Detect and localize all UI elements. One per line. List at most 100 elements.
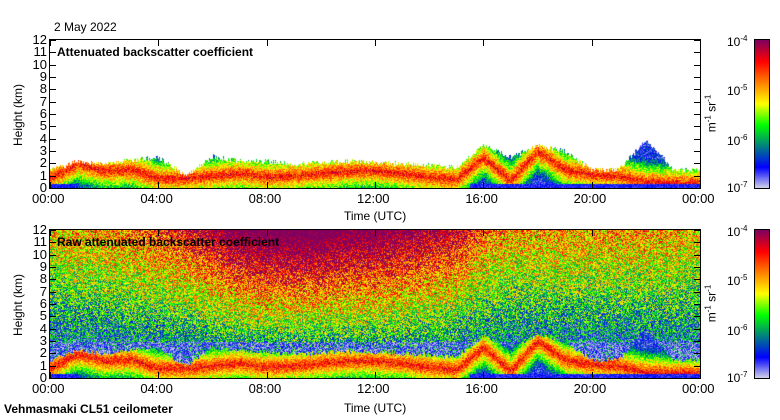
backscatter-heatmap-bottom bbox=[50, 230, 700, 378]
y-tick bbox=[50, 304, 56, 305]
y-tick-label: 5 bbox=[39, 118, 47, 134]
x-tick bbox=[591, 40, 593, 46]
x-axis-label-top: Time (UTC) bbox=[344, 209, 407, 223]
y-tick-label: 3 bbox=[39, 143, 47, 158]
y-tick bbox=[694, 230, 700, 231]
colorbar-tick-label: 10-7 bbox=[727, 180, 748, 195]
x-tick bbox=[266, 230, 268, 236]
colorbar-tick-label: 10-5 bbox=[727, 83, 748, 99]
y-tick bbox=[694, 89, 700, 91]
y-tick bbox=[50, 254, 56, 256]
x-tick-label: 00:00 bbox=[682, 381, 715, 396]
x-tick bbox=[266, 182, 268, 188]
y-tick-label: 9 bbox=[39, 259, 47, 274]
panel-title-bottom: Raw attenuated backscatter coefficient bbox=[57, 235, 280, 249]
instrument-label: Vehmasmaki CL51 ceilometer bbox=[4, 402, 173, 416]
y-tick-label: 4 bbox=[39, 130, 47, 146]
y-tick bbox=[694, 40, 700, 41]
y-tick bbox=[694, 138, 700, 140]
x-tick-label: 00:00 bbox=[32, 381, 65, 396]
y-tick-label: 12 bbox=[32, 32, 47, 47]
y-tick bbox=[694, 163, 700, 165]
y-tick bbox=[50, 188, 56, 189]
y-tick bbox=[694, 126, 700, 128]
y-tick-label: 3 bbox=[39, 333, 47, 348]
y-tick bbox=[50, 163, 56, 165]
x-tick bbox=[50, 372, 51, 378]
x-tick-label: 20:00 bbox=[573, 381, 607, 396]
x-tick-label: 20:00 bbox=[573, 191, 607, 206]
y-tick bbox=[694, 304, 700, 305]
x-tick bbox=[483, 182, 485, 188]
y-tick bbox=[50, 378, 56, 379]
y-tick-label: 11 bbox=[33, 44, 48, 60]
y-axis-label-bottom: Height (km) bbox=[11, 273, 26, 337]
x-tick-label: 16:00 bbox=[465, 381, 498, 396]
x-tick bbox=[375, 182, 376, 188]
x-tick bbox=[266, 40, 268, 46]
x-tick-label: 12:00 bbox=[357, 381, 390, 396]
y-tick bbox=[694, 64, 700, 66]
y-tick-label: 8 bbox=[39, 271, 47, 287]
y-tick bbox=[694, 365, 700, 367]
y-tick-label: 12 bbox=[32, 222, 47, 237]
date-label: 2 May 2022 bbox=[54, 20, 117, 34]
y-tick bbox=[694, 77, 700, 78]
y-tick bbox=[694, 328, 700, 330]
x-tick bbox=[483, 40, 485, 46]
y-tick bbox=[694, 175, 700, 177]
x-tick-label: 16:00 bbox=[465, 191, 498, 206]
y-tick bbox=[694, 242, 700, 244]
y-tick-label: 2 bbox=[39, 345, 47, 361]
colorbar-label: m-1 sr-1 bbox=[703, 94, 719, 133]
y-tick bbox=[50, 101, 56, 103]
x-tick-label: 08:00 bbox=[248, 381, 282, 396]
y-tick bbox=[50, 267, 56, 268]
y-tick bbox=[694, 353, 700, 355]
x-tick bbox=[700, 182, 701, 188]
y-tick bbox=[694, 378, 700, 379]
y-tick bbox=[50, 77, 56, 78]
y-tick-label: 11 bbox=[33, 234, 48, 250]
y-tick bbox=[50, 64, 56, 66]
x-tick bbox=[700, 372, 701, 378]
y-tick-label: 9 bbox=[39, 69, 47, 84]
y-tick-label: 8 bbox=[39, 81, 47, 97]
x-tick bbox=[158, 40, 160, 46]
y-tick-label: 10 bbox=[32, 56, 47, 72]
y-tick bbox=[694, 291, 700, 293]
y-tick-label: 7 bbox=[39, 283, 47, 299]
x-tick bbox=[158, 372, 160, 378]
x-tick bbox=[591, 372, 593, 378]
y-tick bbox=[50, 365, 56, 367]
colorbar bbox=[755, 230, 769, 378]
y-tick bbox=[694, 316, 700, 318]
y-tick bbox=[50, 138, 56, 140]
colorbar-tick-label: 10-6 bbox=[727, 322, 748, 338]
y-tick bbox=[694, 101, 700, 103]
colorbar-tick-label: 10-4 bbox=[727, 224, 748, 239]
y-tick bbox=[50, 52, 56, 54]
y-tick-label: 0 bbox=[39, 370, 47, 385]
x-tick-label: 04:00 bbox=[140, 381, 173, 396]
x-tick bbox=[50, 40, 51, 46]
y-tick bbox=[50, 126, 56, 128]
y-tick bbox=[694, 267, 700, 268]
x-tick bbox=[483, 230, 485, 236]
x-tick-label: 04:00 bbox=[140, 191, 173, 206]
x-tick bbox=[158, 230, 160, 236]
y-tick-label: 0 bbox=[39, 180, 47, 195]
y-tick bbox=[50, 89, 56, 91]
y-axis-label-top: Height (km) bbox=[11, 83, 26, 147]
y-tick-label: 1 bbox=[39, 167, 47, 183]
y-tick bbox=[694, 188, 700, 189]
x-tick bbox=[375, 40, 376, 46]
x-axis-label-bottom: Time (UTC) bbox=[344, 401, 407, 415]
y-tick bbox=[694, 341, 700, 342]
x-tick-label: 00:00 bbox=[32, 191, 65, 206]
colorbar-tick-label: 10-6 bbox=[727, 132, 748, 148]
y-tick bbox=[50, 341, 56, 342]
x-tick bbox=[700, 230, 701, 236]
panel-title-top: Attenuated backscatter coefficient bbox=[57, 45, 254, 59]
